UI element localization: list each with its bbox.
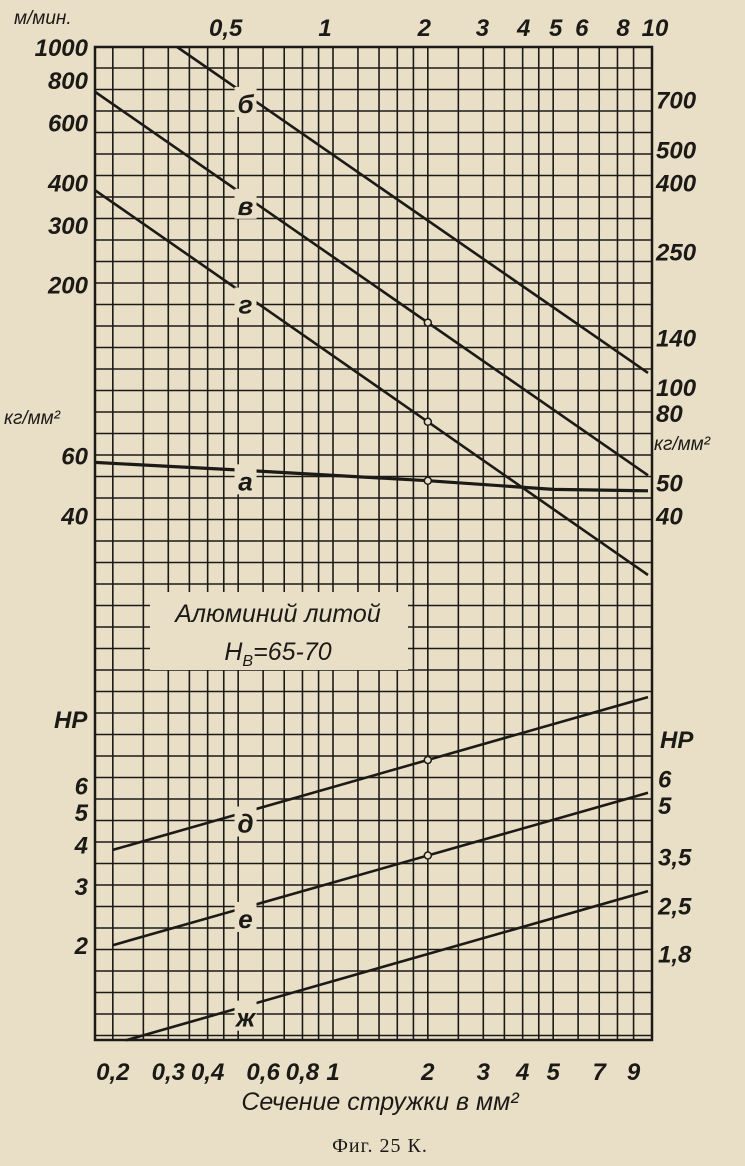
speed-tick-right: 500 bbox=[656, 137, 697, 164]
marked-point bbox=[423, 476, 433, 485]
power-tick-left: 6 bbox=[75, 773, 89, 800]
x-tick-bottom: 0,6 bbox=[246, 1059, 280, 1086]
x-tick-bottom: 2 bbox=[420, 1059, 435, 1086]
x-tick-top: 0,5 bbox=[209, 15, 243, 42]
curve-label-е: е bbox=[238, 904, 252, 934]
stress-tick-left: 40 bbox=[60, 503, 88, 530]
plot-frame bbox=[93, 45, 654, 1042]
x-tick-bottom: 0,3 bbox=[152, 1059, 186, 1086]
curves: б в г а д е ж bbox=[93, 45, 649, 1042]
x-tick-bottom: 0,2 bbox=[96, 1059, 130, 1086]
speed-tick-right: 140 bbox=[656, 325, 697, 352]
power-tick-right: 2,5 bbox=[657, 894, 692, 921]
annotation-material: Алюминий литой bbox=[173, 600, 381, 628]
stress-tick-right: 80 bbox=[656, 401, 683, 428]
x-tick-top: 3 bbox=[476, 15, 490, 42]
x-tick-top: 8 bbox=[616, 15, 630, 42]
curve-г bbox=[93, 188, 649, 577]
x-tick-bottom: 0,4 bbox=[191, 1059, 224, 1086]
x-tick-top: 5 bbox=[549, 15, 563, 42]
x-tick-bottom: 1 bbox=[326, 1059, 339, 1086]
speed-tick-left: 200 bbox=[47, 273, 89, 300]
curve-label-background bbox=[234, 464, 257, 495]
stress-tick-left: 60 bbox=[61, 443, 88, 470]
marked-point bbox=[423, 318, 433, 327]
power-tick-right: 1,8 bbox=[658, 941, 692, 968]
speed-tick-right: 100 bbox=[656, 375, 697, 402]
speed-tick-left: 600 bbox=[48, 110, 89, 137]
power-unit-right-label: HP bbox=[660, 727, 694, 754]
speed-tick-right: 250 bbox=[655, 240, 697, 267]
stress-unit-right-label: кг/мм² bbox=[654, 434, 711, 455]
x-tick-bottom: 4 bbox=[515, 1059, 529, 1086]
power-tick-right: 3,5 bbox=[658, 845, 692, 872]
x-tick-top: 1 bbox=[318, 15, 331, 42]
curve-label-г: г bbox=[239, 290, 253, 320]
curve-label-ж: ж bbox=[234, 1003, 257, 1033]
curve-label-д: д bbox=[238, 809, 254, 839]
stress-tick-right: 40 bbox=[655, 503, 683, 530]
curve-ж bbox=[125, 889, 649, 1042]
x-tick-bottom: 3 bbox=[477, 1059, 491, 1086]
stress-tick-right: 50 bbox=[656, 470, 683, 497]
power-tick-right: 5 bbox=[658, 793, 672, 820]
power-unit-left-label: HP bbox=[54, 707, 88, 734]
power-tick-right: 6 bbox=[658, 766, 672, 793]
curve-label-background bbox=[234, 287, 257, 318]
x-tick-bottom: 5 bbox=[546, 1059, 560, 1086]
x-tick-top: 6 bbox=[575, 15, 589, 42]
x-axis-label: Сечение стружки в мм² bbox=[241, 1088, 520, 1116]
curve-д bbox=[112, 695, 649, 852]
curve-label-background bbox=[234, 901, 257, 932]
marked-point bbox=[423, 755, 433, 765]
speed-tick-right: 700 bbox=[656, 88, 697, 115]
grid bbox=[93, 45, 654, 1042]
curve-label-в: в bbox=[238, 191, 254, 221]
power-tick-left: 5 bbox=[75, 800, 89, 827]
marked-point bbox=[423, 417, 433, 427]
figure-caption: Фиг. 25 К. bbox=[332, 1135, 428, 1157]
annotation-hardness: HB=65-70 bbox=[224, 638, 331, 670]
power-tick-left: 3 bbox=[75, 874, 89, 901]
stress-unit-left-label: кг/мм² bbox=[4, 408, 61, 429]
marked-point bbox=[423, 851, 433, 860]
curve-label-а: а bbox=[238, 466, 252, 496]
x-tick-top: 10 bbox=[642, 15, 669, 42]
curve-label-б: б bbox=[237, 89, 254, 119]
speed-tick-left: 1000 bbox=[35, 35, 89, 62]
x-tick-bottom: 9 bbox=[627, 1059, 641, 1086]
annotation-background bbox=[150, 592, 408, 670]
speed-tick-right: 400 bbox=[655, 170, 697, 197]
x-tick-bottom: 7 bbox=[593, 1059, 608, 1086]
curve-е bbox=[112, 791, 649, 947]
tick-labels: 0,2 0,3 0,4 0,6 0,8 1 2 3 4 5 7 90,5 1 2 3 4 5 6 8 10100080… bbox=[35, 15, 697, 1086]
speed-tick-left: 800 bbox=[48, 68, 89, 95]
speed-tick-left: 400 bbox=[47, 170, 89, 197]
x-tick-top: 2 bbox=[417, 15, 432, 42]
speed-unit-label: м/мин. bbox=[14, 8, 72, 29]
x-tick-top: 4 bbox=[516, 15, 530, 42]
power-tick-left: 2 bbox=[74, 933, 89, 960]
curve-label-background bbox=[234, 1000, 257, 1031]
power-tick-left: 4 bbox=[74, 832, 88, 859]
curve-в bbox=[93, 90, 649, 477]
curve-label-background bbox=[234, 806, 257, 837]
speed-tick-left: 300 bbox=[48, 213, 89, 240]
curve-label-background bbox=[234, 86, 257, 117]
x-tick-bottom: 0,8 bbox=[286, 1059, 320, 1086]
curve-label-background bbox=[234, 188, 257, 219]
